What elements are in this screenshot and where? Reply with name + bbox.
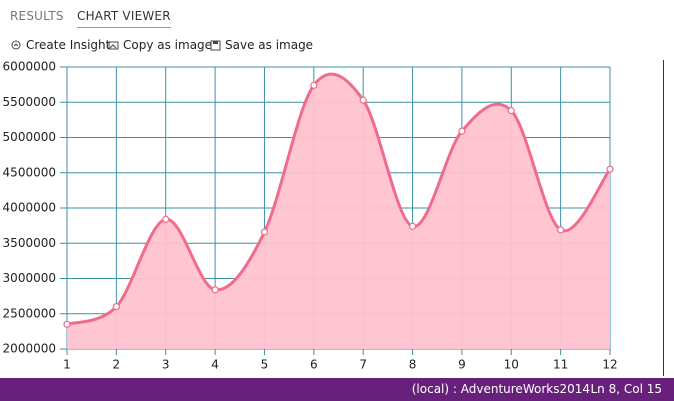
y-tick-label: 4500000 (3, 165, 56, 179)
point-marker (63, 320, 71, 328)
point-marker (606, 165, 614, 173)
point-marker (408, 222, 417, 230)
button-label: Create Insight (26, 38, 111, 52)
x-tick-label: 2 (113, 358, 121, 372)
button-label: Copy as image (123, 38, 213, 52)
x-tick-label: 10 (504, 358, 519, 372)
y-tick-label: 3000000 (3, 271, 56, 285)
results-tab[interactable]: RESULTS (10, 9, 64, 23)
y-tick-label: 2500000 (3, 306, 56, 320)
y-tick-label: 2000000 (3, 342, 56, 356)
x-tick-label: 5 (261, 358, 269, 372)
point-marker (211, 286, 219, 294)
x-tick-label: 12 (602, 358, 617, 372)
x-tick-label: 4 (211, 358, 219, 372)
x-tick-label: 6 (310, 358, 318, 372)
y-tick-label: 3500000 (3, 236, 56, 250)
y-tick-label: 5500000 (3, 95, 56, 109)
point-marker (112, 303, 120, 311)
chart-viewer-tab[interactable]: CHART VIEWER (77, 9, 171, 28)
x-tick-label: 9 (458, 358, 466, 372)
chart: 2000000250000030000003500000400000045000… (3, 60, 618, 372)
point-marker (507, 107, 515, 115)
splitter (663, 60, 664, 376)
x-tick-label: 7 (359, 358, 367, 372)
area-fill (67, 74, 610, 350)
button-label: Save as image (225, 38, 314, 52)
save-icon (210, 40, 221, 50)
connection-info: (local) : AdventureWorks2014 (411, 382, 590, 396)
y-tick-label: 4000000 (3, 201, 56, 215)
x-tick-label: 1 (63, 358, 71, 372)
point-marker (310, 81, 318, 89)
x-tick-label: 3 (162, 358, 170, 372)
x-tick-label: 11 (553, 358, 568, 372)
x-tick-label: 8 (409, 358, 417, 372)
y-tick-label: 6000000 (3, 60, 56, 74)
point-marker (458, 127, 466, 135)
copy-icon (108, 41, 119, 49)
insight-icon (11, 40, 21, 49)
point-marker (162, 215, 170, 223)
point-marker (260, 228, 269, 236)
point-marker (557, 226, 565, 234)
y-tick-label: 5000000 (3, 130, 56, 144)
cursor-position: Ln 8, Col 15 (590, 382, 662, 396)
copy-image-button[interactable]: Copy as image (108, 38, 212, 52)
create-insight-button[interactable]: Create Insight (11, 38, 110, 52)
save-image-button[interactable]: Save as image (210, 38, 313, 52)
status-bar: (local) : AdventureWorks2014 Ln 8, Col 1… (0, 378, 674, 401)
point-marker (359, 96, 367, 104)
